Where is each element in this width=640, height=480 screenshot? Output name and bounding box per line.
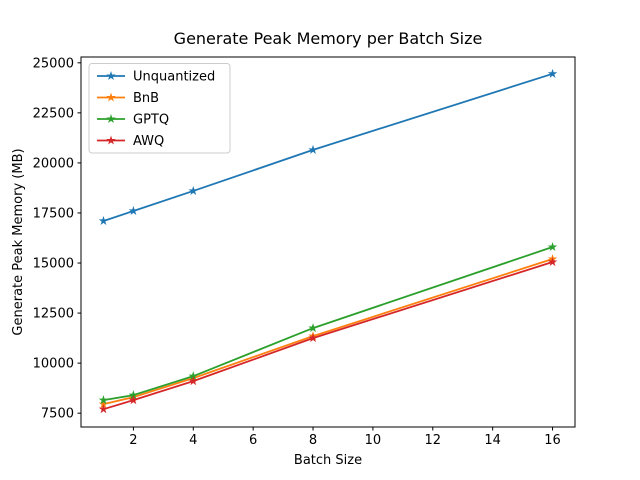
data-point-gptq-batch-1	[98, 395, 109, 405]
y-tick-label: 20000	[33, 156, 74, 171]
data-point-unquantized-batch-2	[128, 205, 139, 216]
data-point-unquantized-batch-8	[308, 144, 318, 154]
x-tick-label: 8	[309, 433, 317, 448]
x-axis-label: Batch Size	[294, 453, 362, 468]
axes-spines	[80, 56, 576, 428]
plot-area: 7500 10000 12500 15000 17500 20000 22500 25000 2…	[33, 56, 576, 448]
y-tick-label: 22500	[33, 106, 74, 121]
x-tick-label: 10	[365, 433, 382, 448]
legend: Unquantized BnB GPTQ AWQ	[88, 63, 231, 154]
y-tick-label: 25000	[33, 56, 74, 71]
data-point-gptq-batch-16	[547, 242, 558, 252]
x-tick-label: 14	[484, 433, 501, 448]
data-point-unquantized-batch-4	[188, 185, 199, 195]
x-tick-label: 4	[189, 433, 197, 448]
data-point-awq-batch-1	[98, 404, 109, 414]
legend-marker-gptq	[106, 114, 116, 124]
y-tick-label: 17500	[33, 206, 74, 221]
y-tick-label: 15000	[33, 257, 74, 272]
x-tick-label: 16	[544, 433, 561, 448]
y-axis-label: Generate Peak Memory (MB)	[11, 148, 26, 335]
data-point-awq-batch-4	[188, 376, 199, 386]
legend-marker-unquantized	[106, 71, 116, 81]
data-point-unquantized-batch-1	[98, 215, 109, 226]
x-tick-label: 12	[425, 433, 442, 448]
data-point-gptq-batch-8	[308, 323, 318, 333]
data-point-unquantized-batch-16	[547, 68, 558, 78]
data-point-awq-batch-16	[547, 257, 558, 267]
legend-marker-awq	[106, 135, 116, 145]
data-point-gptq-batch-4	[188, 371, 199, 381]
legend-marker-bnb	[106, 92, 116, 102]
series-line-awq	[103, 261, 553, 411]
legend-frame	[88, 63, 231, 154]
y-tick-label: 7500	[41, 407, 74, 422]
data-point-awq-batch-2	[128, 395, 139, 405]
legend-label-gptq: GPTQ	[133, 113, 169, 128]
data-point-bnb-batch-1	[98, 399, 109, 409]
y-tick-label: 12500	[33, 307, 74, 322]
series-line-gptq	[103, 246, 553, 402]
x-tick-label: 2	[129, 433, 137, 448]
x-tick-label: 6	[249, 433, 257, 448]
y-tick-label: 10000	[33, 357, 74, 372]
legend-label-unquantized: Unquantized	[133, 70, 215, 85]
data-point-gptq-batch-2	[128, 390, 139, 400]
chart-title: Generate Peak Memory per Batch Size	[174, 29, 483, 48]
legend-label-bnb: BnB	[133, 91, 159, 106]
data-point-awq-batch-8	[308, 333, 318, 343]
legend-label-awq: AWQ	[133, 134, 164, 149]
